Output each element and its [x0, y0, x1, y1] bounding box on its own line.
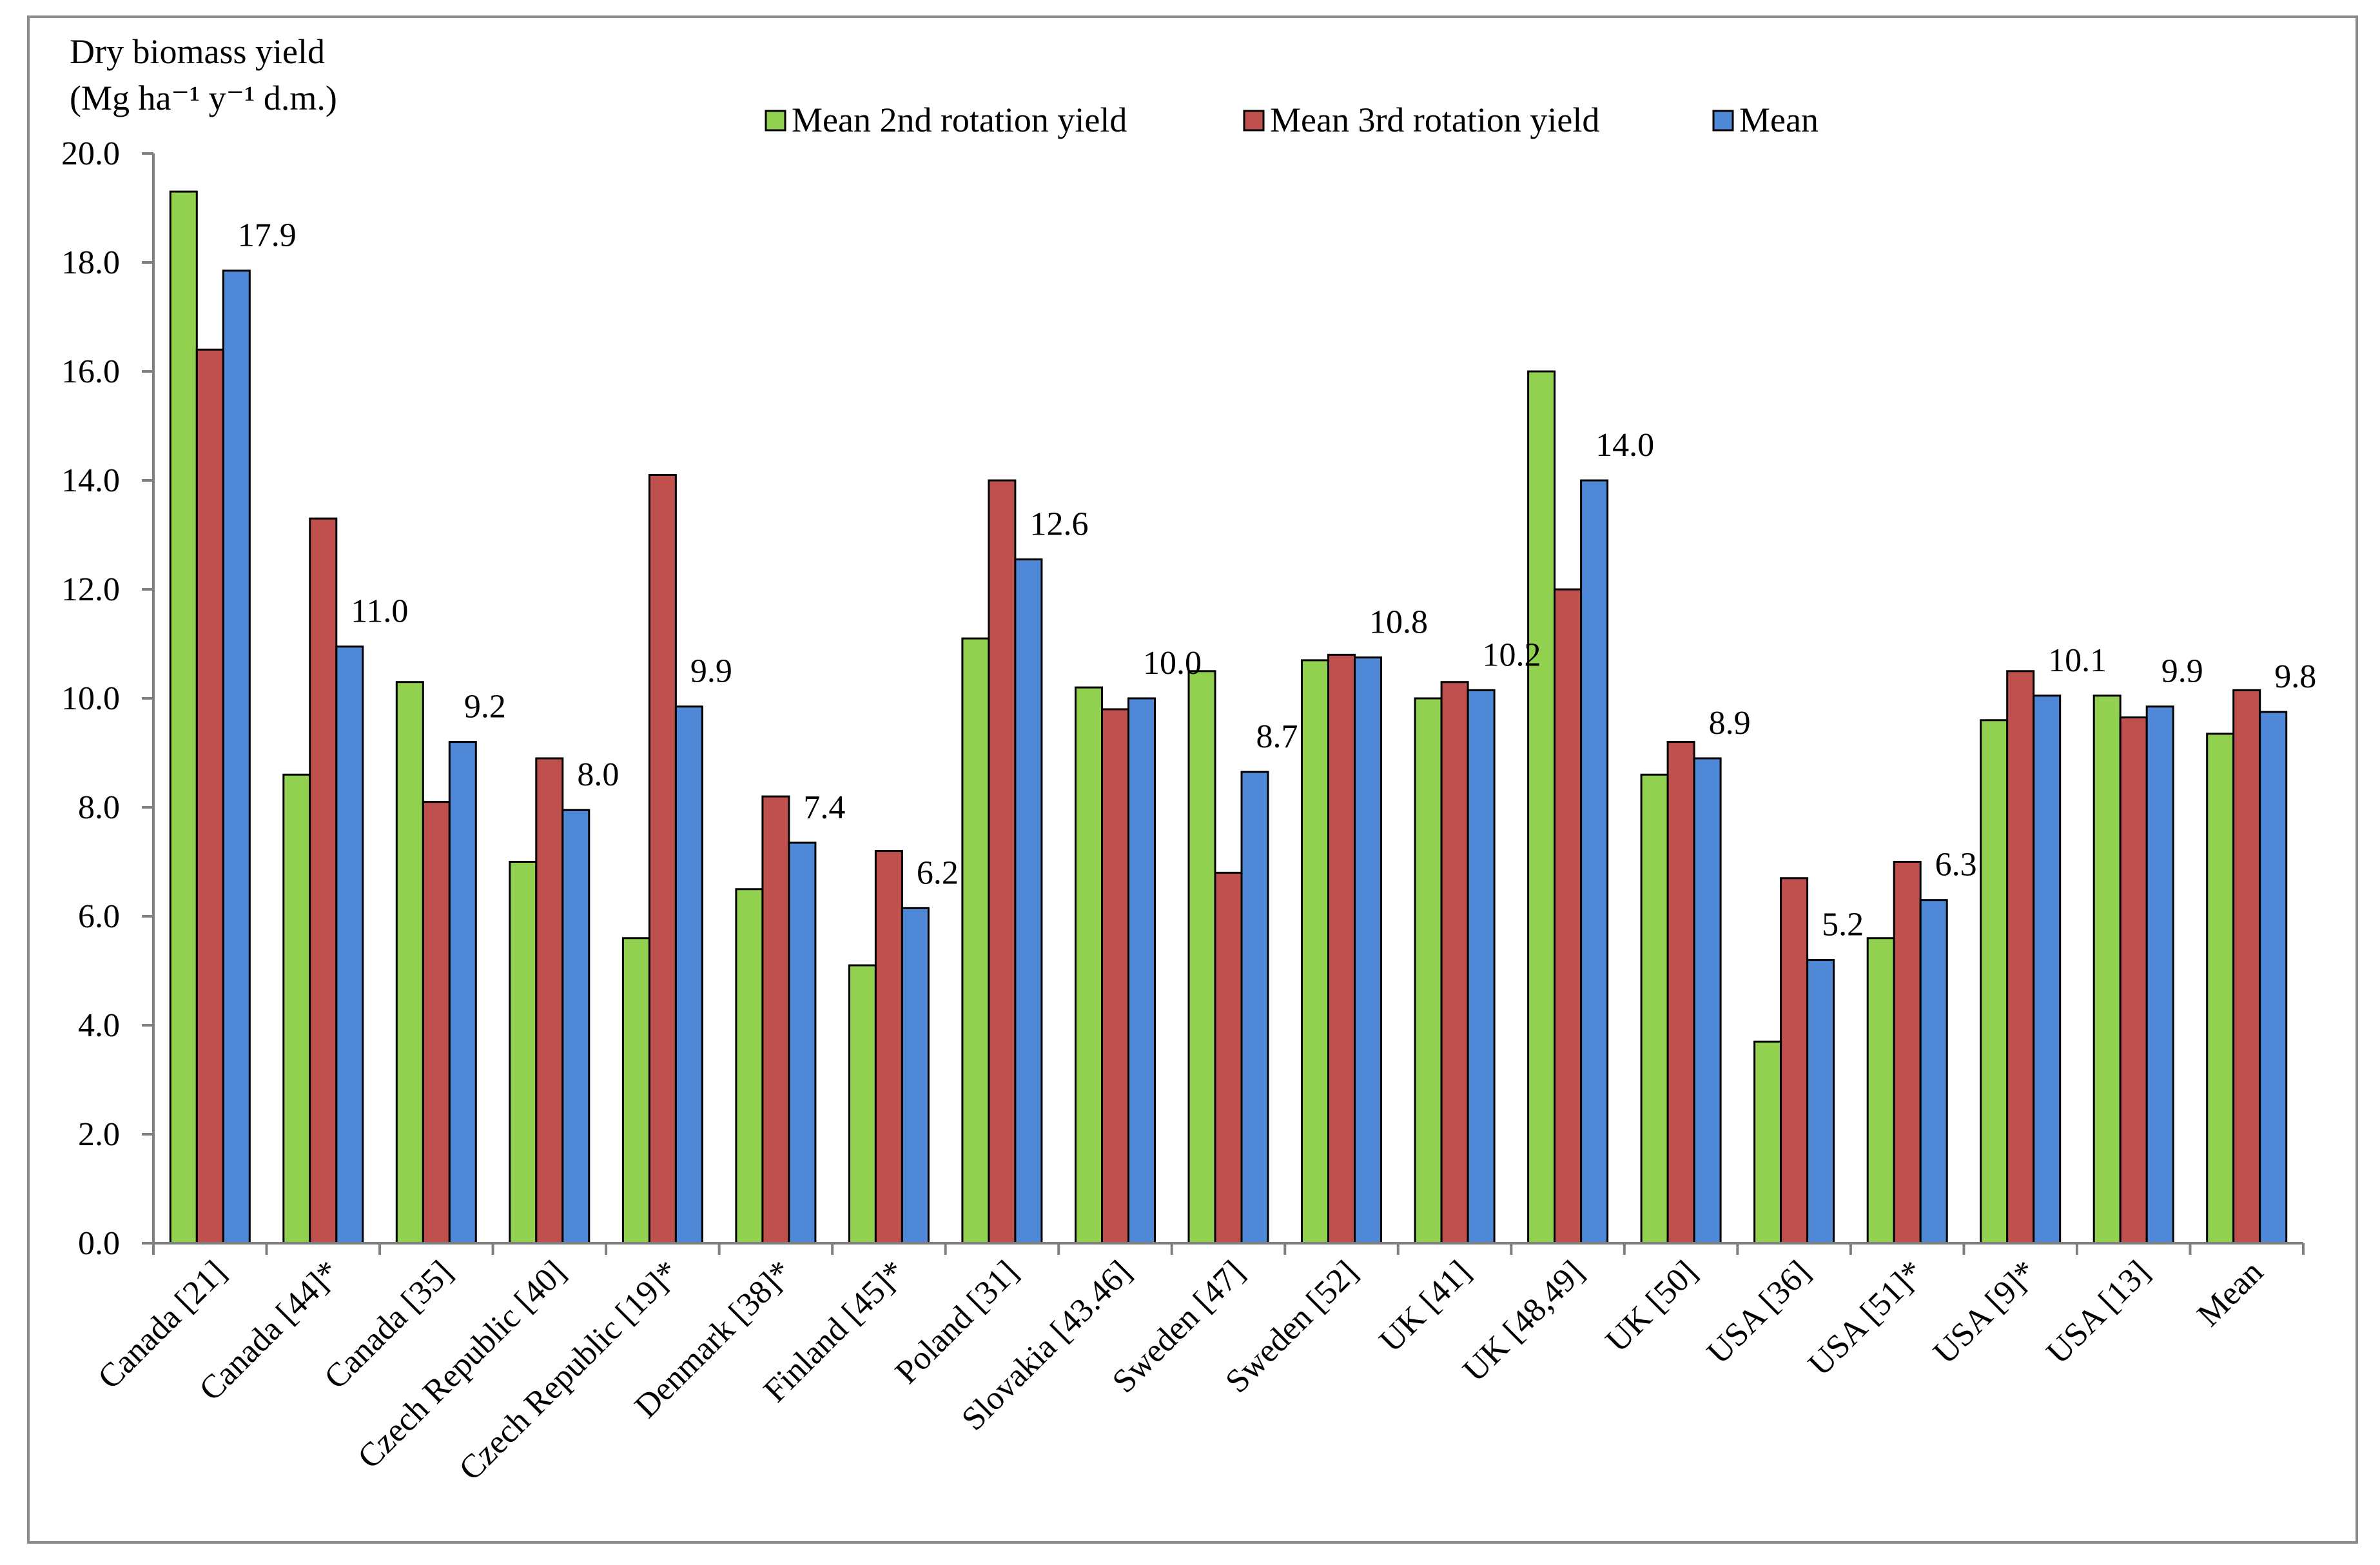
bar — [1327, 653, 1356, 1245]
data-label: 14.0 — [1595, 427, 1654, 464]
data-label: 10.0 — [1143, 645, 1202, 682]
legend-swatch — [1712, 110, 1734, 132]
data-label: 17.9 — [238, 217, 297, 254]
y-tick-label: 16.0 — [61, 353, 120, 390]
bar — [1666, 741, 1695, 1245]
bar — [2145, 705, 2174, 1245]
bar — [2259, 711, 2288, 1245]
bar — [848, 964, 877, 1245]
legend-label: Mean 3rd rotation yield — [1270, 101, 1599, 139]
legend: Mean 2nd rotation yield Mean 3rd rotation… — [765, 101, 1819, 139]
data-label: 7.4 — [803, 789, 845, 826]
data-label: 5.2 — [1822, 907, 1864, 943]
data-label: 9.9 — [690, 653, 732, 690]
y-tick-label: 18.0 — [61, 244, 120, 281]
bar — [2092, 694, 2122, 1245]
bar — [874, 850, 903, 1245]
bar — [169, 190, 198, 1245]
bar — [1580, 479, 1609, 1245]
bar — [309, 517, 338, 1245]
y-axis-title: Dry biomass yield — [70, 32, 325, 71]
bar — [2119, 716, 2148, 1245]
bar — [1014, 558, 1043, 1245]
y-tick-label: 0.0 — [78, 1225, 120, 1262]
bar — [2232, 689, 2261, 1245]
bar — [621, 937, 650, 1245]
bar — [1554, 588, 1583, 1245]
bar — [2006, 670, 2035, 1245]
y-tick-label: 6.0 — [78, 898, 120, 935]
bar — [222, 270, 251, 1245]
bar — [448, 741, 477, 1245]
bar — [1893, 861, 1922, 1245]
y-tick-label: 12.0 — [61, 571, 120, 608]
legend-label: Mean 2nd rotation yield — [792, 101, 1127, 139]
data-label: 9.9 — [2161, 653, 2203, 690]
y-tick-label: 14.0 — [61, 462, 120, 499]
bar — [335, 645, 364, 1245]
bar — [735, 888, 764, 1245]
bar — [648, 474, 677, 1245]
y-tick-label: 20.0 — [61, 135, 120, 172]
bar — [988, 479, 1017, 1245]
bar — [1527, 370, 1556, 1245]
y-tick-label: 8.0 — [78, 789, 120, 826]
bar — [674, 705, 703, 1245]
data-label: 11.0 — [351, 593, 408, 630]
bar — [422, 801, 451, 1245]
bar — [2033, 694, 2062, 1245]
data-label: 6.2 — [917, 854, 959, 891]
bar — [788, 842, 817, 1245]
data-label: 6.3 — [1935, 847, 1977, 883]
bar — [1440, 681, 1469, 1245]
bar — [901, 907, 930, 1245]
bar — [1980, 719, 2009, 1245]
bar — [1919, 899, 1948, 1245]
bar — [561, 809, 590, 1245]
bar — [1414, 697, 1443, 1245]
data-label: 8.7 — [1256, 718, 1298, 755]
bar — [1866, 937, 1895, 1245]
data-label: 10.1 — [2048, 642, 2107, 679]
bar — [1467, 689, 1496, 1245]
bar — [282, 773, 311, 1245]
bar — [1301, 659, 1329, 1245]
bar — [1101, 708, 1129, 1245]
data-label: 12.6 — [1029, 506, 1088, 543]
bar — [1693, 757, 1722, 1245]
bar — [1780, 877, 1809, 1245]
bar — [1806, 959, 1835, 1245]
y-tick-label: 4.0 — [78, 1007, 120, 1044]
data-label: 10.8 — [1369, 604, 1428, 641]
bar — [195, 348, 224, 1245]
legend-swatch — [1243, 110, 1265, 132]
bar — [1640, 773, 1669, 1245]
legend-swatch — [765, 110, 786, 132]
data-label: 9.2 — [464, 689, 506, 725]
y-tick-label: 2.0 — [78, 1116, 120, 1153]
legend-label: Mean — [1739, 101, 1819, 139]
bar — [509, 861, 538, 1245]
data-label: 9.8 — [2274, 658, 2316, 695]
bar — [961, 637, 990, 1245]
data-label: 10.2 — [1483, 636, 1541, 673]
data-label: 8.0 — [577, 756, 619, 793]
bar — [1214, 871, 1243, 1245]
y-axis-units: (Mg ha⁻¹ y⁻¹ d.m.) — [70, 79, 337, 117]
bar — [1075, 686, 1103, 1245]
bar — [1240, 771, 1269, 1245]
bar — [395, 681, 424, 1245]
data-label: 8.9 — [1709, 705, 1751, 742]
bar — [1187, 670, 1216, 1245]
bar — [1354, 656, 1382, 1245]
bar — [1127, 697, 1156, 1245]
bar — [1753, 1040, 1782, 1245]
bar — [761, 795, 790, 1245]
bar — [535, 757, 564, 1245]
y-tick-label: 10.0 — [61, 680, 120, 717]
bar — [2206, 733, 2235, 1245]
